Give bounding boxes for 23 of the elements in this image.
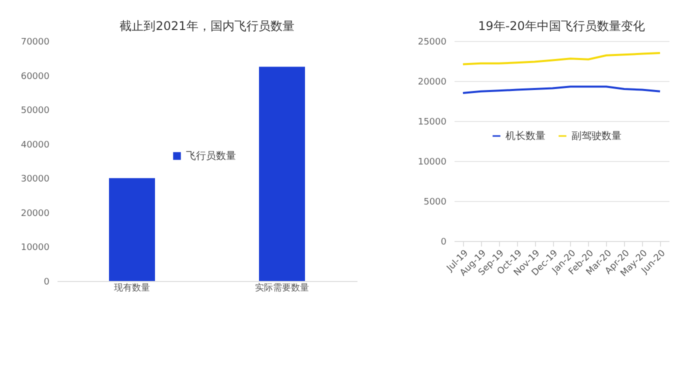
- chart-title: 19年-20年中国飞行员数量变化: [478, 19, 645, 33]
- x-tick-label: 现有数量: [114, 282, 150, 294]
- legend-label: 副驾驶数量: [572, 130, 622, 142]
- x-tick-label: 实际需要数量: [255, 282, 309, 294]
- y-tick-label: 20000: [418, 78, 447, 88]
- y-tick-label: 60000: [20, 72, 50, 82]
- y-tick-label: 10000: [20, 243, 50, 254]
- chart-title: 截止到2021年，国内飞行员数量: [120, 19, 294, 33]
- y-tick-label: 20000: [20, 208, 50, 219]
- legend-label: 飞行员数量: [186, 151, 236, 162]
- line-series: [462, 86, 662, 94]
- y-tick-label: 30000: [20, 174, 50, 185]
- y-tick-label: 10000: [418, 158, 447, 168]
- y-tick-label: 50000: [20, 106, 50, 116]
- y-tick-label: 0: [44, 278, 50, 288]
- y-tick-label: 25000: [418, 38, 447, 48]
- y-tick-label: 40000: [20, 140, 50, 150]
- legend-label: 机长数量: [506, 130, 546, 142]
- y-tick-label: 70000: [20, 38, 50, 48]
- y-tick-label: 0: [440, 238, 447, 248]
- y-tick-label: 15000: [418, 118, 447, 128]
- y-tick-label: 5000: [424, 198, 447, 208]
- line-series: [462, 52, 662, 66]
